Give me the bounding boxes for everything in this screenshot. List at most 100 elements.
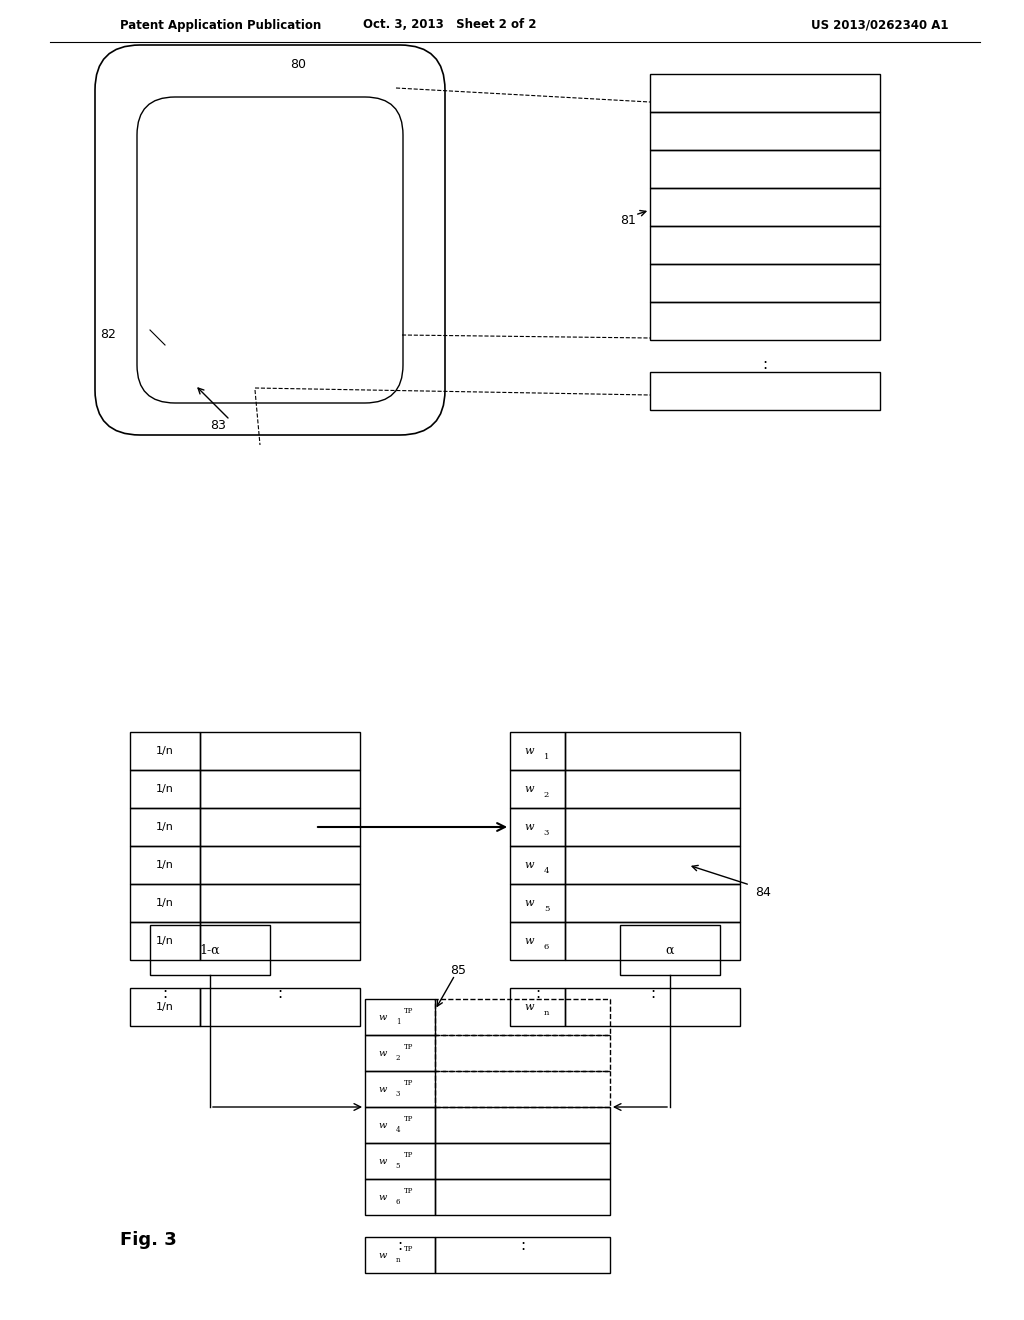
Bar: [200, 846, 360, 884]
Bar: [565, 770, 740, 808]
Text: w: w: [379, 1250, 387, 1259]
Text: w: w: [524, 822, 535, 832]
Text: :: :: [535, 986, 540, 1001]
Text: 1/n: 1/n: [156, 784, 174, 795]
Text: TP: TP: [404, 1245, 414, 1253]
Bar: [435, 1237, 610, 1272]
Bar: [650, 187, 880, 226]
Text: 84: 84: [755, 886, 771, 899]
Text: :: :: [397, 1238, 402, 1254]
Text: 4: 4: [544, 867, 549, 875]
Bar: [365, 1237, 435, 1272]
Text: TP: TP: [404, 1078, 414, 1086]
Text: 4: 4: [395, 1126, 400, 1134]
Bar: [130, 987, 200, 1026]
Text: 1/n: 1/n: [156, 1002, 174, 1012]
Text: 5: 5: [544, 906, 549, 913]
Text: TP: TP: [404, 1043, 414, 1051]
Text: 82: 82: [100, 329, 116, 342]
Bar: [510, 987, 565, 1026]
Text: w: w: [379, 1012, 387, 1022]
Text: 5: 5: [395, 1162, 400, 1170]
Text: TP: TP: [404, 1151, 414, 1159]
Bar: [150, 925, 270, 975]
Text: 3: 3: [544, 829, 549, 837]
Bar: [650, 372, 880, 411]
Text: TP: TP: [404, 1007, 414, 1015]
Text: n: n: [544, 1008, 549, 1016]
Bar: [200, 921, 360, 960]
Bar: [130, 733, 200, 770]
Text: n: n: [395, 1257, 400, 1265]
Text: w: w: [379, 1156, 387, 1166]
Bar: [365, 1107, 435, 1143]
Bar: [565, 808, 740, 846]
Bar: [365, 999, 435, 1035]
Text: Oct. 3, 2013   Sheet 2 of 2: Oct. 3, 2013 Sheet 2 of 2: [364, 18, 537, 32]
Bar: [435, 1071, 610, 1107]
Text: 1/n: 1/n: [156, 746, 174, 756]
Bar: [365, 1035, 435, 1071]
Text: w: w: [524, 936, 535, 946]
Text: 80: 80: [290, 58, 306, 71]
Text: w: w: [379, 1048, 387, 1057]
Text: 2: 2: [544, 791, 549, 799]
Text: 1-α: 1-α: [200, 944, 220, 957]
Text: Patent Application Publication: Patent Application Publication: [120, 18, 322, 32]
Bar: [510, 921, 565, 960]
Text: TP: TP: [404, 1187, 414, 1195]
Bar: [510, 808, 565, 846]
Bar: [650, 150, 880, 187]
Bar: [365, 1071, 435, 1107]
Text: w: w: [524, 1002, 535, 1012]
Text: 1: 1: [395, 1018, 400, 1026]
Bar: [650, 74, 880, 112]
Bar: [510, 884, 565, 921]
Bar: [130, 770, 200, 808]
Bar: [510, 770, 565, 808]
Text: :: :: [278, 986, 283, 1001]
Bar: [565, 733, 740, 770]
Bar: [435, 1107, 610, 1143]
Bar: [200, 884, 360, 921]
Text: 1: 1: [544, 752, 549, 762]
Bar: [435, 1035, 610, 1071]
Text: w: w: [524, 898, 535, 908]
Bar: [365, 1143, 435, 1179]
Text: w: w: [379, 1085, 387, 1093]
Bar: [510, 846, 565, 884]
Text: 85: 85: [450, 964, 466, 977]
Bar: [650, 112, 880, 150]
Bar: [565, 884, 740, 921]
Text: 1/n: 1/n: [156, 936, 174, 946]
Bar: [130, 921, 200, 960]
Bar: [510, 733, 565, 770]
Text: 6: 6: [544, 942, 549, 950]
Bar: [650, 226, 880, 264]
Text: :: :: [520, 1238, 525, 1254]
Bar: [565, 921, 740, 960]
Text: 3: 3: [396, 1090, 400, 1098]
Text: US 2013/0262340 A1: US 2013/0262340 A1: [811, 18, 949, 32]
Bar: [650, 264, 880, 302]
Bar: [620, 925, 720, 975]
Bar: [200, 987, 360, 1026]
Text: 83: 83: [210, 418, 226, 432]
Bar: [650, 302, 880, 341]
Text: 1/n: 1/n: [156, 822, 174, 832]
Bar: [435, 999, 610, 1035]
Bar: [200, 808, 360, 846]
Bar: [130, 846, 200, 884]
Text: 1/n: 1/n: [156, 898, 174, 908]
Text: w: w: [379, 1121, 387, 1130]
Bar: [565, 987, 740, 1026]
Text: 81: 81: [620, 214, 636, 227]
Text: :: :: [763, 358, 768, 372]
Text: w: w: [524, 861, 535, 870]
Text: w: w: [524, 746, 535, 756]
Text: 1/n: 1/n: [156, 861, 174, 870]
Text: w: w: [524, 784, 535, 795]
Text: 6: 6: [395, 1199, 400, 1206]
Bar: [365, 1179, 435, 1214]
Text: :: :: [650, 986, 655, 1001]
